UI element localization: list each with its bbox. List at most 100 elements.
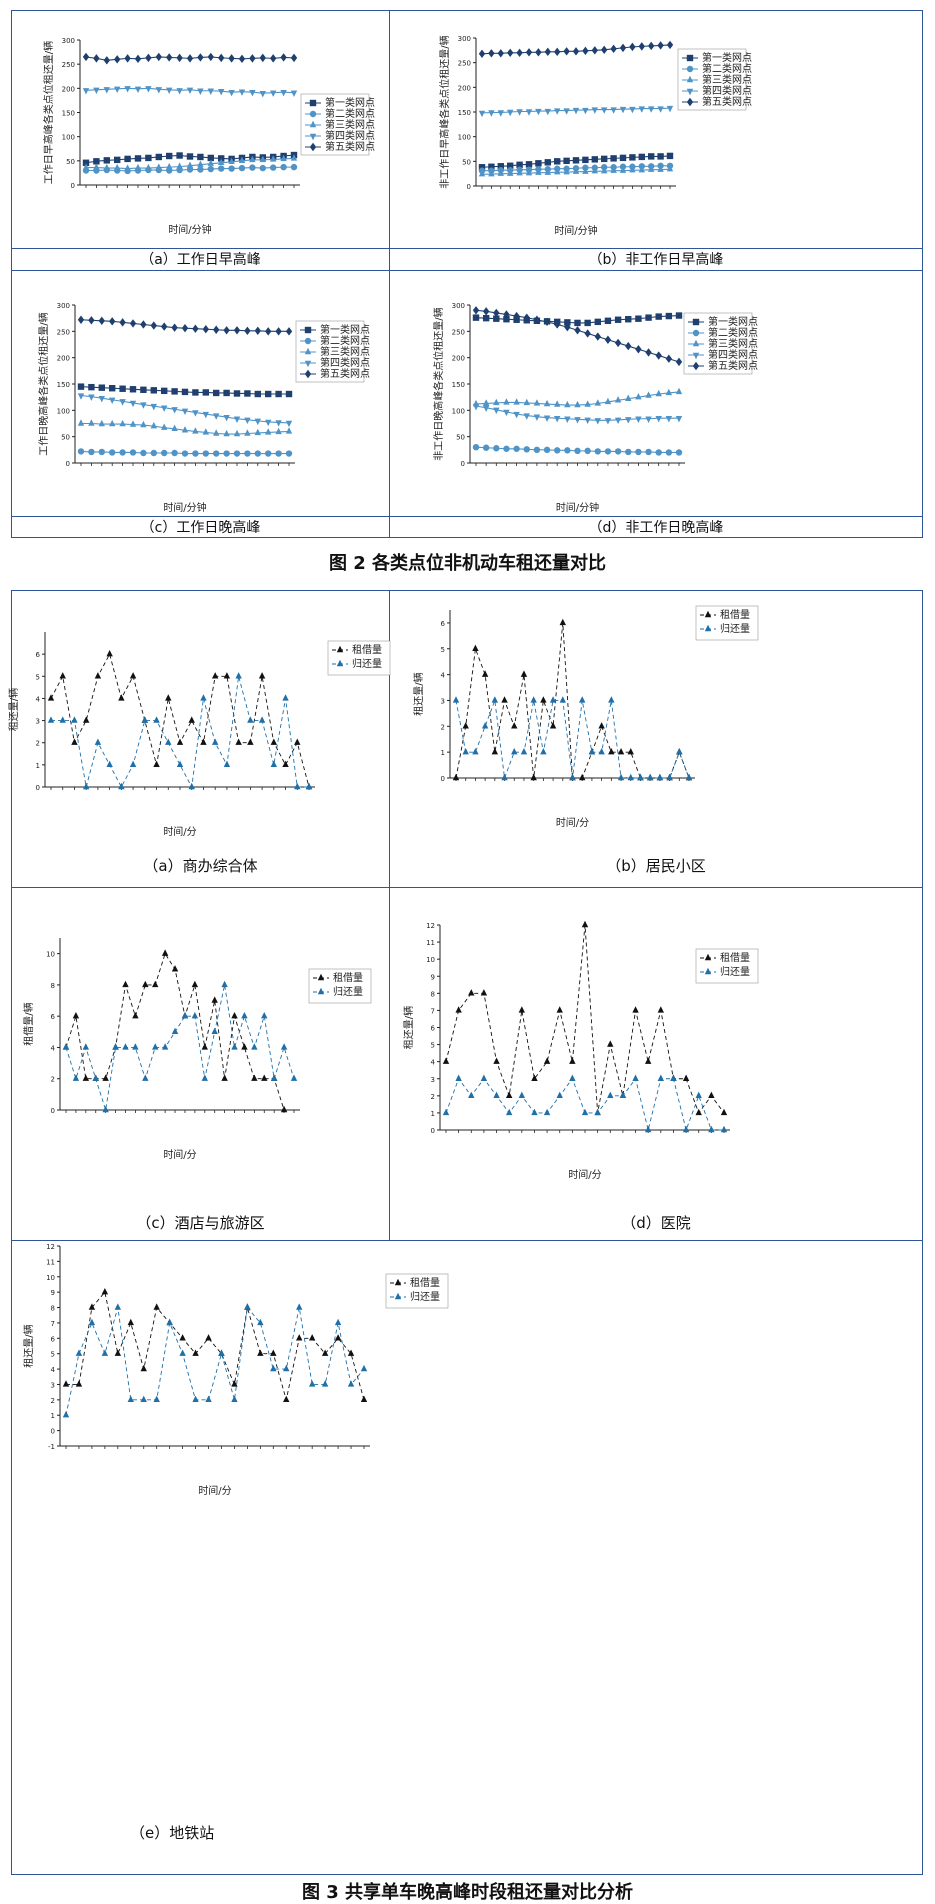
data-point	[140, 320, 147, 329]
data-point	[584, 319, 591, 327]
data-point	[480, 1074, 488, 1081]
legend-marker	[686, 97, 694, 107]
data-point	[82, 1043, 90, 1050]
data-point	[270, 760, 278, 768]
data-point	[166, 162, 173, 170]
y-tick-label: 200	[57, 355, 70, 363]
data-point	[71, 716, 78, 723]
data-point	[197, 153, 204, 161]
data-point	[645, 416, 652, 423]
data-point	[82, 88, 90, 95]
data-point	[588, 747, 596, 755]
data-point	[708, 1091, 715, 1099]
data-point	[270, 1364, 277, 1372]
data-point	[556, 1006, 563, 1013]
data-point	[675, 312, 683, 319]
data-point	[594, 1108, 601, 1116]
legend-marker	[309, 99, 317, 107]
chart-2d: 0 50 100 150 200 250 300 时间/分钟 非工作日晚高峰各类点位租还量/辆 第…	[432, 302, 758, 514]
data-point	[265, 450, 272, 457]
data-point	[140, 402, 147, 409]
legend-label: 归还量	[352, 657, 382, 670]
data-point	[207, 88, 214, 95]
y-tick-label: 4	[431, 1059, 436, 1067]
data-point	[201, 1043, 208, 1050]
data-point	[638, 42, 645, 51]
data-point	[88, 419, 95, 426]
legend-label: 第三类网点	[708, 337, 758, 350]
legend-label: 第五类网点	[320, 367, 370, 380]
data-point	[531, 1074, 538, 1081]
data-point	[559, 618, 566, 626]
data-point	[103, 157, 110, 164]
legend-marker	[686, 65, 694, 73]
legend-box	[695, 948, 759, 984]
y-tick-label: 11	[46, 1258, 55, 1266]
legend-label: 第二类网点	[325, 107, 375, 120]
data-point	[218, 158, 225, 165]
x-axis-label: 时间/分	[556, 816, 589, 829]
data-point	[637, 773, 644, 781]
data-point	[497, 49, 504, 58]
data-point	[202, 428, 209, 435]
legend-marker	[686, 88, 694, 96]
data-point	[334, 1318, 342, 1326]
data-point	[82, 716, 90, 723]
data-point	[207, 52, 214, 62]
data-point	[93, 54, 100, 63]
data-point	[171, 449, 178, 457]
data-point	[72, 1011, 80, 1019]
data-point	[82, 1074, 90, 1081]
data-point	[165, 694, 172, 701]
series-line-1	[50, 652, 310, 788]
data-point	[223, 760, 231, 768]
legend-label: 第五类网点	[708, 359, 758, 372]
y-tick-label: 10	[46, 951, 55, 959]
data-point	[544, 47, 551, 57]
data-point	[505, 1091, 513, 1099]
data-point	[635, 315, 642, 322]
data-point	[112, 1043, 119, 1050]
y-tick-label: 300	[57, 302, 70, 310]
data-point	[102, 1105, 109, 1113]
data-point	[122, 980, 129, 988]
data-point	[666, 773, 673, 781]
data-point	[472, 403, 480, 411]
y-tick-label: 11	[426, 939, 435, 947]
subcaption-3c: （c）酒店与旅游区	[136, 1214, 265, 1232]
legend-label: 第一类网点	[708, 315, 758, 328]
data-point	[629, 106, 636, 114]
data-point	[582, 156, 589, 164]
data-point	[142, 1074, 149, 1081]
y-tick-label: 300	[458, 35, 471, 43]
data-point	[171, 424, 178, 431]
data-point	[468, 989, 475, 996]
legend-marker	[704, 967, 712, 975]
data-point	[101, 1349, 109, 1356]
data-point	[360, 1364, 368, 1372]
data-point	[617, 773, 625, 781]
data-point	[127, 1318, 134, 1326]
data-point	[533, 446, 541, 454]
legend-label: 第四类网点	[708, 348, 758, 361]
data-point	[645, 348, 652, 357]
legend-marker	[692, 352, 700, 360]
data-point	[574, 417, 581, 424]
data-point	[188, 716, 195, 723]
data-point	[192, 410, 199, 417]
data-point	[165, 738, 172, 745]
data-point	[455, 1074, 462, 1081]
data-point	[244, 326, 251, 336]
data-point	[472, 314, 480, 321]
data-point	[244, 390, 251, 397]
data-point	[94, 738, 102, 745]
y-tick-label: 8	[51, 1305, 55, 1313]
data-point	[564, 416, 571, 423]
data-point	[513, 445, 520, 452]
data-point	[665, 388, 673, 396]
data-point	[520, 747, 528, 755]
data-point	[533, 414, 541, 421]
data-point	[150, 421, 157, 429]
data-point	[533, 315, 541, 324]
y-tick-label: 0	[461, 460, 465, 468]
